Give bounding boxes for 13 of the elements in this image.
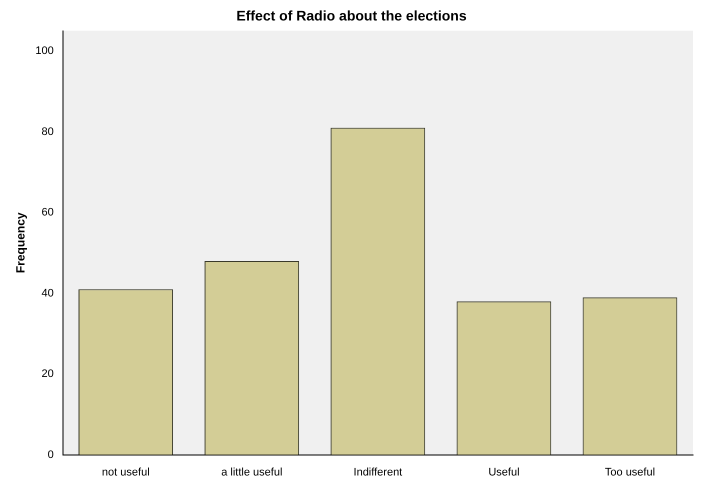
y-axis-title: Frequency <box>14 212 28 274</box>
x-tick-label: not useful <box>102 466 150 478</box>
y-tick-label: 20 <box>42 368 54 380</box>
y-tick-label: 80 <box>42 126 54 138</box>
x-tick-label: Useful <box>488 466 520 478</box>
y-tick-label: 60 <box>42 206 54 219</box>
x-tick-label: Too useful <box>604 466 656 478</box>
y-tick-label: 0 <box>48 448 54 461</box>
x-tick-label: a little useful <box>221 466 282 478</box>
y-tick-label: 40 <box>42 287 54 300</box>
x-tick-label: Indifferent <box>354 466 402 478</box>
y-tick-label: 100 <box>35 45 54 58</box>
chart-title: Effect of Radio about the elections <box>236 7 467 24</box>
